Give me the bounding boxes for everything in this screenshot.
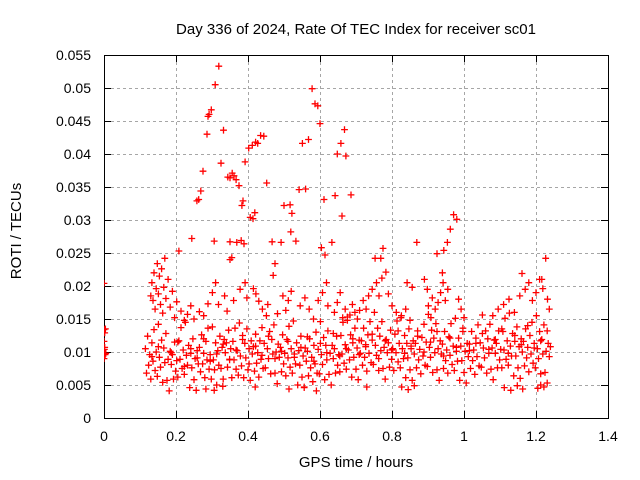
x-tick-label: 1 — [460, 428, 468, 444]
y-tick-label: 0.035 — [56, 179, 91, 195]
axis-ticks — [104, 55, 609, 419]
scatter-plus-markers — [104, 62, 554, 395]
x-tick-label: 1.2 — [526, 428, 546, 444]
x-axis-label: GPS time / hours — [298, 454, 414, 471]
x-tick-label: 0.4 — [238, 428, 258, 444]
data-points — [104, 62, 554, 395]
y-tick-label: 0.02 — [64, 278, 91, 294]
x-tick-label: 0 — [100, 428, 108, 444]
x-tick-labels: 0 0.2 0.4 0.6 0.8 1 1.2 1.4 — [100, 428, 618, 444]
y-tick-label: 0.045 — [56, 113, 91, 129]
grid-lines — [105, 56, 607, 417]
y-tick-label: 0.01 — [64, 344, 91, 360]
chart-title: Day 336 of 2024, Rate Of TEC Index for r… — [176, 21, 536, 38]
plot-border — [104, 55, 609, 419]
x-tick-label: 0.6 — [310, 428, 330, 444]
y-tick-label: 0.005 — [56, 377, 91, 393]
y-tick-label: 0.025 — [56, 245, 91, 261]
y-tick-labels: 0 0.005 0.01 0.015 0.02 0.025 0.03 0.035 0.04 0.0… — [56, 47, 91, 426]
y-tick-label: 0 — [83, 410, 91, 426]
y-tick-label: 0.04 — [64, 146, 91, 162]
y-tick-label: 0.015 — [56, 311, 91, 327]
y-tick-label: 0.05 — [64, 80, 91, 96]
x-tick-label: 1.4 — [598, 428, 618, 444]
y-tick-label: 0.03 — [64, 212, 91, 228]
x-tick-label: 0.2 — [166, 428, 186, 444]
x-tick-label: 0.8 — [382, 428, 402, 444]
y-tick-label: 0.055 — [56, 47, 91, 63]
